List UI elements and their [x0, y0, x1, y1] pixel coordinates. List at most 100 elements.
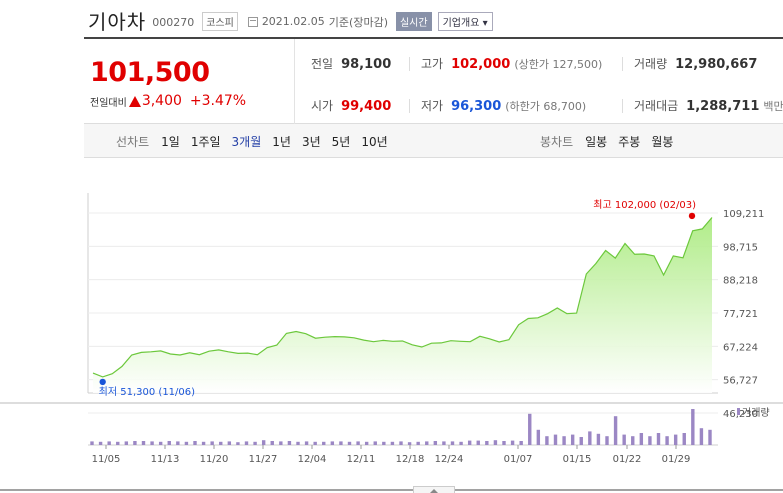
x-tick-label: 12/18 — [396, 454, 425, 465]
volume-bar — [553, 434, 558, 445]
y-tick-label: 88,218 — [723, 276, 758, 287]
volume-bar — [98, 441, 103, 445]
candle-daily[interactable]: 일봉 — [585, 134, 608, 149]
price-chart[interactable]: 109,211 98,715 88,218 77,721 67,224 56,727 46,… — [0, 160, 783, 493]
volume-bar — [596, 433, 601, 445]
period-1y[interactable]: 1년 — [272, 134, 291, 149]
current-price-box: 101,500 전일대비 3,400 +3.47% — [84, 39, 295, 124]
high-value: 102,000 — [451, 57, 511, 72]
volume-bar — [279, 441, 283, 445]
high-marker — [688, 212, 696, 220]
x-tick-label: 12/04 — [298, 454, 327, 465]
volume-bar — [450, 441, 455, 445]
price-summary: 101,500 전일대비 3,400 +3.47% 전일 98,100 고가 1… — [84, 37, 783, 124]
volume-bar — [124, 441, 129, 445]
change-label: 전일대비 — [90, 97, 127, 109]
volume-bar — [184, 441, 189, 445]
volume-bar — [210, 441, 214, 445]
volume-bar — [201, 441, 206, 445]
stock-code: 000270 — [152, 15, 195, 29]
x-tick-label: 11/13 — [151, 454, 180, 465]
stock-header: 기아차 000270 코스피 2021.02.05 기준(장마감) 실시간 기업… — [88, 6, 493, 34]
high-stat: 고가 102,000 (상한가 127,500) — [421, 57, 603, 72]
volume-bar — [485, 441, 489, 445]
low-marker — [99, 378, 106, 386]
y-axis-ticks: 109,211 98,715 88,218 77,721 67,224 56,727 46,… — [723, 209, 764, 420]
volume-bar — [167, 441, 171, 445]
period-3m[interactable]: 3개월 — [231, 134, 262, 149]
divider — [409, 57, 410, 71]
change-percent: +3.47% — [189, 93, 247, 109]
volume-bar — [467, 440, 472, 445]
volume-bar — [382, 441, 386, 445]
volume-bar — [425, 441, 429, 445]
volume-bar — [390, 441, 395, 445]
volume-bar — [442, 441, 446, 445]
volume-bar — [304, 441, 309, 445]
price-change: 전일대비 3,400 +3.47% — [90, 93, 246, 109]
volume-bar — [682, 433, 686, 445]
price-line — [92, 217, 713, 378]
volume-bar — [622, 434, 626, 445]
volume-bar — [364, 441, 369, 445]
company-overview-dropdown[interactable]: 기업개요 ▾ — [437, 12, 493, 31]
volume-bar — [107, 441, 111, 445]
y-tick-label: 56,727 — [723, 376, 758, 387]
period-5y[interactable]: 5년 — [331, 134, 351, 149]
x-tick-label: 11/20 — [200, 454, 229, 465]
volume-bar — [373, 441, 377, 445]
volume-bar — [356, 441, 360, 445]
volume-bar — [613, 416, 618, 445]
volume-bar — [656, 433, 661, 445]
volume-bar — [510, 440, 515, 445]
x-axis-ticks: 11/05 11/13 11/20 11/27 12/04 12/11 12/18 12/24… — [92, 445, 690, 465]
volume-legend: 거래량 — [742, 407, 770, 419]
volume-bar — [502, 441, 506, 445]
trade-value-unit: 백만 — [763, 100, 783, 113]
volume-bar — [691, 409, 695, 445]
volume-stat: 거래량 12,980,667 — [634, 57, 758, 72]
volume-bar — [407, 442, 412, 445]
volume-bar — [219, 441, 223, 445]
volume-bar — [570, 434, 575, 445]
x-tick-label: 01/22 — [613, 454, 642, 465]
quote-date: 2021.02.05 — [261, 15, 325, 28]
volume-bar — [244, 441, 249, 445]
y-tick-label: 109,211 — [723, 209, 764, 220]
volume-bar — [476, 440, 480, 445]
candle-chart-label: 봉차트 — [540, 134, 574, 149]
y-tick-label: 98,715 — [723, 242, 758, 253]
period-1d[interactable]: 1일 — [161, 134, 180, 149]
period-10y[interactable]: 10년 — [361, 134, 388, 149]
volume-bar — [493, 440, 498, 445]
candle-monthly[interactable]: 월봉 — [651, 134, 674, 149]
volume-bar — [579, 437, 583, 445]
period-3y[interactable]: 3년 — [301, 134, 321, 149]
candle-weekly[interactable]: 주봉 — [618, 134, 641, 149]
volume-bar — [648, 436, 652, 445]
volume-bar — [322, 441, 326, 445]
volume-bar — [665, 436, 669, 445]
period-1w[interactable]: 1주일 — [190, 134, 221, 149]
volume-bar — [133, 441, 137, 445]
price-area — [93, 217, 712, 393]
up-arrow-icon — [128, 95, 141, 107]
volume-bar — [116, 441, 120, 445]
volume-bar — [347, 441, 352, 445]
volume-bar — [459, 441, 463, 445]
realtime-badge[interactable]: 실시간 — [395, 12, 432, 31]
change-amount: 3,400 — [141, 93, 182, 109]
upper-limit: (상한가 127,500) — [514, 58, 603, 71]
volume-bar — [605, 436, 609, 445]
chart-collapse-toggle[interactable] — [413, 486, 455, 493]
lower-limit: (하한가 68,700) — [505, 100, 587, 113]
volume-bar — [699, 428, 704, 445]
open-stat: 시가 99,400 — [311, 99, 392, 114]
volume-bar — [330, 441, 335, 445]
volume-bar — [639, 433, 644, 445]
high-label: 최고 102,000 (02/03) — [593, 199, 696, 211]
calendar-icon — [247, 16, 258, 27]
volume-bar — [287, 441, 292, 445]
trade-value: 1,288,711 — [686, 99, 760, 114]
y-tick-label: 77,721 — [723, 309, 758, 320]
